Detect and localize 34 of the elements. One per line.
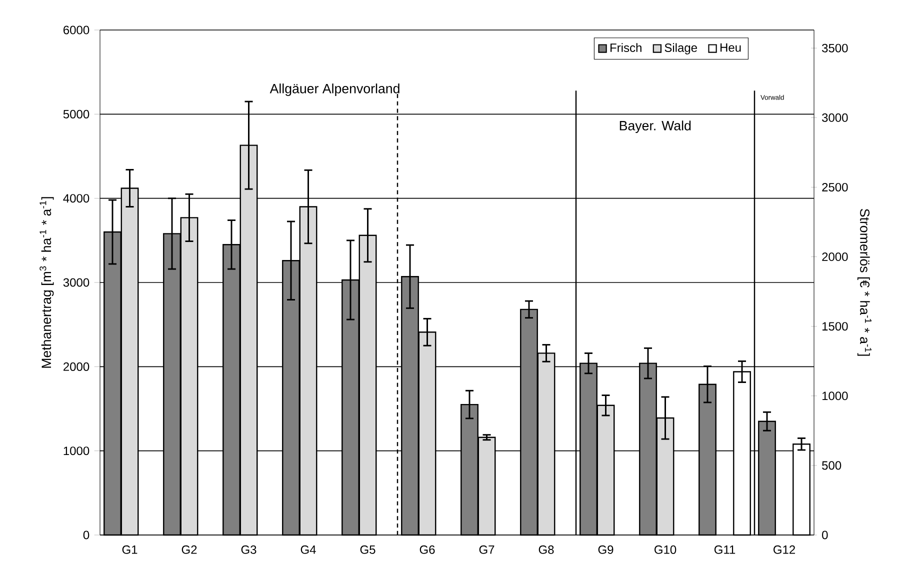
y2-tick-label: 0 [822,530,828,540]
y2-tick-label: 1000 [822,392,848,400]
x-tick-label: G8 [538,545,554,554]
x-tick-label: G7 [479,545,494,554]
y-axis-title: Methanertrag [m$^{3}$ * ha$^{-1}$ * a$^{-1}$] [40,197,54,368]
y-tick-label: 0 [83,530,90,540]
x-tick-label: G1 [122,545,138,554]
x-tick-label: G12 [774,545,795,554]
y-tick-label: 6000 [64,26,90,34]
x-tick-label: G3 [241,545,256,554]
x-tick-label: G10 [654,545,676,554]
y-tick-label: 4000 [63,194,90,203]
y2-tick-label: 2500 [822,182,848,192]
x-tick-label: G4 [300,545,316,554]
y-tick-label: 1000 [64,446,90,456]
legend-label: Silage [664,43,698,54]
legend-label: Heu [720,43,741,52]
x-tick-label: G5 [360,545,376,554]
x-tick-label: G11 [714,545,736,554]
annotation: Bayer. Wald [620,120,691,133]
annotation: Allgäuer Alpenvorland [270,84,400,96]
y2-tick-label: 500 [822,461,842,470]
y-tick-label: 2000 [64,362,90,371]
y2-tick-label: 3500 [822,44,848,52]
x-tick-label: G2 [182,545,197,554]
y-tick-label: 5000 [63,110,90,118]
legend-label: Frisch [610,43,642,52]
x-tick-label: G9 [598,545,614,554]
y-tick-label: 3000 [63,278,90,287]
y2-tick-label: 3000 [822,113,848,122]
y2-tick-label: 1500 [822,322,848,331]
x-tick-label: G6 [420,545,435,554]
y2-tick-label: 2000 [822,252,848,262]
y2-axis-title: Stromerlös [€ * ha$^{-1}$ * a$^{-1}$] [857,208,872,356]
